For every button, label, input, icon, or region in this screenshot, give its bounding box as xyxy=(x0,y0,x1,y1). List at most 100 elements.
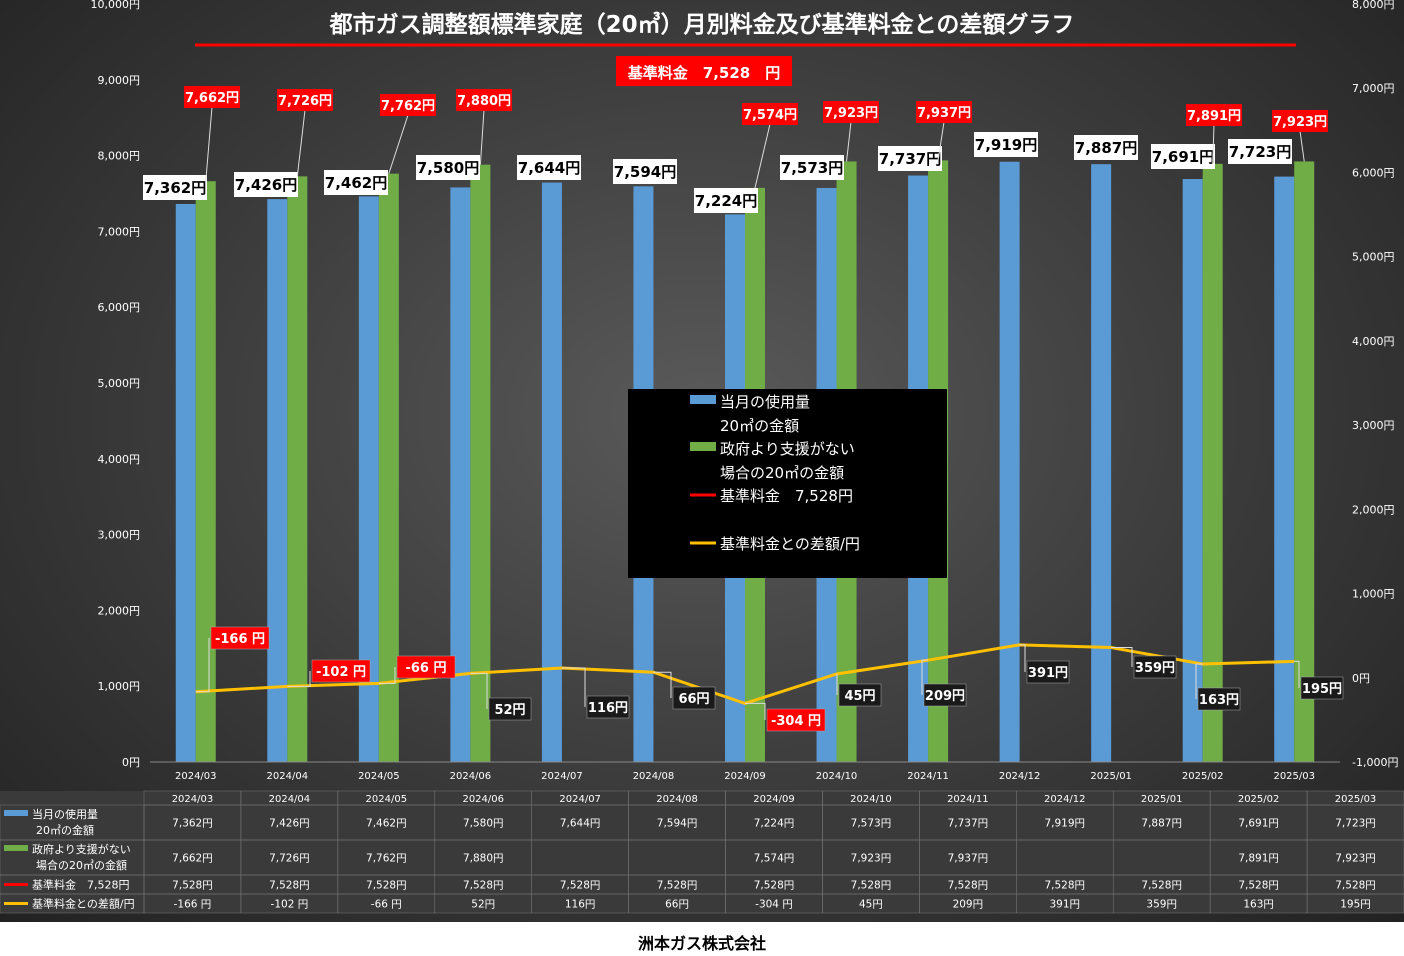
table-cell-value: 7,887円 xyxy=(1141,818,1182,830)
current-label: 7,462円 xyxy=(325,174,387,192)
no-support-label: 7,923円 xyxy=(1273,115,1327,130)
table-bg xyxy=(0,791,1404,913)
table-cell-value: 45円 xyxy=(859,899,883,911)
table-cell-value: 7,528円 xyxy=(172,880,213,892)
left-tick-label: 1,000円 xyxy=(98,680,141,693)
no-support-label: 7,726円 xyxy=(278,94,332,109)
table-header-label: 2024/04 xyxy=(269,794,311,805)
chart-area: 都市ガス調整額標準家庭（20㎥）月別料金及び基準料金との差額グラフ基準料金 7,… xyxy=(0,0,1404,922)
diff-label: -102 円 xyxy=(316,665,366,680)
table-cell-value: 7,528円 xyxy=(560,880,601,892)
right-tick-label: 7,000円 xyxy=(1352,82,1395,95)
leader-line xyxy=(205,106,213,182)
table-header-label: 2024/08 xyxy=(656,794,698,805)
no-support-label-box xyxy=(277,89,333,111)
table-header-label: 2024/11 xyxy=(947,794,989,805)
bar-no-support xyxy=(470,164,491,763)
table-row-label: 場合の20㎥の金額 xyxy=(36,858,127,872)
table-cell-value: 7,426円 xyxy=(269,818,310,830)
table-header-label: 2024/10 xyxy=(850,794,892,805)
diff-label: 52円 xyxy=(494,703,525,718)
current-label: 7,224円 xyxy=(695,192,757,210)
left-tick-label: 7,000円 xyxy=(98,225,141,238)
table-cell-value: 7,462円 xyxy=(366,818,407,830)
table-cell-value: 7,937円 xyxy=(948,853,989,865)
chart-title: 都市ガス調整額標準家庭（20㎥）月別料金及び基準料金との差額グラフ xyxy=(329,11,1075,38)
bar-current xyxy=(450,187,471,762)
current-label-box xyxy=(1074,135,1138,160)
diff-label: 116円 xyxy=(588,701,628,716)
base-label-box xyxy=(616,56,792,86)
bar-no-support xyxy=(287,176,308,762)
current-label-box xyxy=(1151,144,1215,169)
current-label-box xyxy=(974,132,1038,157)
table-cell-value: 7,919円 xyxy=(1044,818,1085,830)
table-cell-value: 7,573円 xyxy=(851,818,892,830)
table-cell-value: 391円 xyxy=(1049,899,1080,911)
table-cell-value: 7,723円 xyxy=(1335,818,1376,830)
x-tick-label: 2025/01 xyxy=(1090,771,1132,782)
no-support-label-box xyxy=(1186,104,1242,126)
table-cell-value: 7,644円 xyxy=(560,818,601,830)
leader-line xyxy=(1212,124,1215,164)
diff-label-box xyxy=(838,683,882,707)
leader-line xyxy=(653,671,672,698)
x-tick-label: 2024/06 xyxy=(450,771,492,782)
table-cell-value: 7,528円 xyxy=(1044,880,1085,892)
legend-label-diff: 基準料金との差額/円 xyxy=(720,535,860,553)
leader-line xyxy=(921,659,929,695)
right-tick-label: -1,000円 xyxy=(1352,756,1398,769)
table-header-label: 2024/05 xyxy=(366,794,408,805)
table-row-label: 基準料金 7,528円 xyxy=(32,878,130,892)
current-label-box xyxy=(613,159,677,184)
company-name: 洲本ガス株式会社 xyxy=(637,934,766,953)
bar-no-support xyxy=(378,173,399,763)
current-label-box xyxy=(143,175,207,200)
diff-label: -166 円 xyxy=(215,632,265,647)
diff-label: -304 円 xyxy=(771,714,821,729)
table-header-label: 2025/01 xyxy=(1141,794,1183,805)
left-tick-label: 5,000円 xyxy=(98,377,141,390)
no-support-label-box xyxy=(184,86,240,108)
right-tick-label: 3,000円 xyxy=(1352,419,1395,432)
table-cell-value: 7,528円 xyxy=(1238,880,1279,892)
diff-label: 66円 xyxy=(678,692,709,707)
right-tick-label: 2,000円 xyxy=(1352,503,1395,516)
bar-no-support xyxy=(195,181,216,762)
table-cell-value: 7,594円 xyxy=(657,818,698,830)
current-label: 7,426円 xyxy=(235,176,297,194)
table-cell-value: 7,528円 xyxy=(851,880,892,892)
table-cell-value: 163円 xyxy=(1243,899,1274,911)
diff-label-box xyxy=(488,697,532,721)
no-support-label: 7,880円 xyxy=(457,94,511,109)
table-cell-value: 7,528円 xyxy=(366,880,407,892)
table-cell-value: 7,726円 xyxy=(269,853,310,865)
table-header-label: 2024/12 xyxy=(1044,794,1086,805)
bar-current xyxy=(267,199,288,763)
diff-label: 359円 xyxy=(1135,661,1175,676)
leader-line xyxy=(1111,647,1133,667)
current-label-box xyxy=(1228,139,1292,164)
table-row-label: 政府より支援がない xyxy=(32,842,131,856)
leader-line xyxy=(1294,660,1300,688)
leader-line xyxy=(1019,644,1026,672)
legend-box xyxy=(628,389,947,578)
no-support-label-box xyxy=(916,101,972,123)
table-cell-value: 7,528円 xyxy=(948,880,989,892)
current-label: 7,919円 xyxy=(975,136,1037,154)
right-tick-label: 0円 xyxy=(1352,672,1370,685)
diff-label: 163円 xyxy=(1199,693,1239,708)
diff-label: 45円 xyxy=(844,689,875,704)
leader-line xyxy=(1195,663,1203,699)
table-cell-value: 7,923円 xyxy=(1335,853,1376,865)
leader-line xyxy=(846,121,852,162)
diff-label-box xyxy=(1133,655,1177,679)
leader-line xyxy=(470,672,488,709)
current-label-box xyxy=(517,155,581,180)
table-swatch xyxy=(4,845,28,851)
no-support-label-box xyxy=(742,103,798,125)
current-label: 7,573円 xyxy=(781,159,843,177)
table-header-label: 2024/09 xyxy=(753,794,795,805)
table-cell-value: 66円 xyxy=(665,899,689,911)
diff-label-box xyxy=(923,683,967,707)
